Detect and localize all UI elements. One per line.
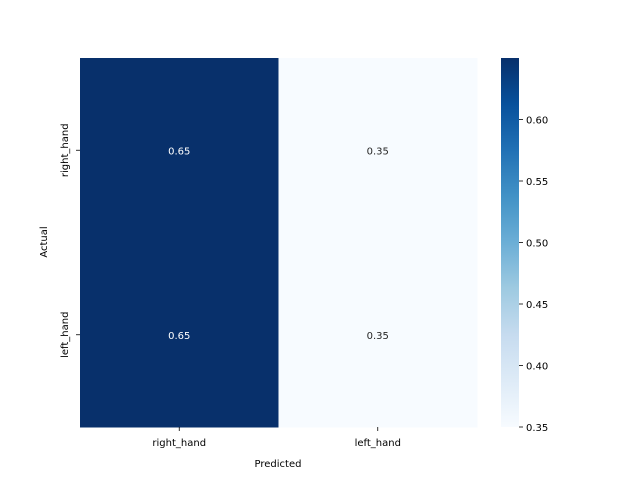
heatmap-cell: [278, 242, 478, 428]
cell-value-label: 0.65: [168, 146, 190, 157]
heatmap-cell: [80, 242, 279, 428]
colorbar-ticks: 0.35 0.40 0.45 0.50 0.55 0.60: [519, 116, 548, 434]
colorbar-tick-label: 0.40: [526, 362, 548, 373]
x-axis-title: Predicted: [255, 459, 302, 470]
colorbar-tick-label: 0.45: [526, 300, 548, 311]
heatmap-cell: [80, 58, 279, 243]
x-axis-ticks: right_hand left_hand: [152, 427, 401, 449]
heatmap-cells: [80, 58, 478, 428]
heatmap-cell-labels: 0.65 0.35 0.65 0.35: [168, 146, 389, 342]
colorbar-tick-label: 0.50: [526, 239, 548, 250]
y-axis-title: Actual: [39, 226, 50, 257]
x-tick-label: right_hand: [152, 438, 206, 449]
y-tick-label: left_hand: [60, 312, 71, 358]
colorbar-tick-label: 0.55: [526, 177, 548, 188]
y-axis-ticks: right_hand left_hand: [60, 123, 80, 358]
cell-value-label: 0.65: [168, 331, 190, 342]
colorbar-tick-label: 0.35: [526, 423, 548, 434]
y-tick-label: right_hand: [60, 123, 71, 177]
cell-value-label: 0.35: [367, 146, 389, 157]
heatmap-cell: [278, 58, 478, 243]
cell-value-label: 0.35: [367, 331, 389, 342]
colorbar-tick-label: 0.60: [526, 116, 548, 127]
colorbar: [501, 58, 519, 427]
x-tick-label: left_hand: [355, 438, 401, 449]
